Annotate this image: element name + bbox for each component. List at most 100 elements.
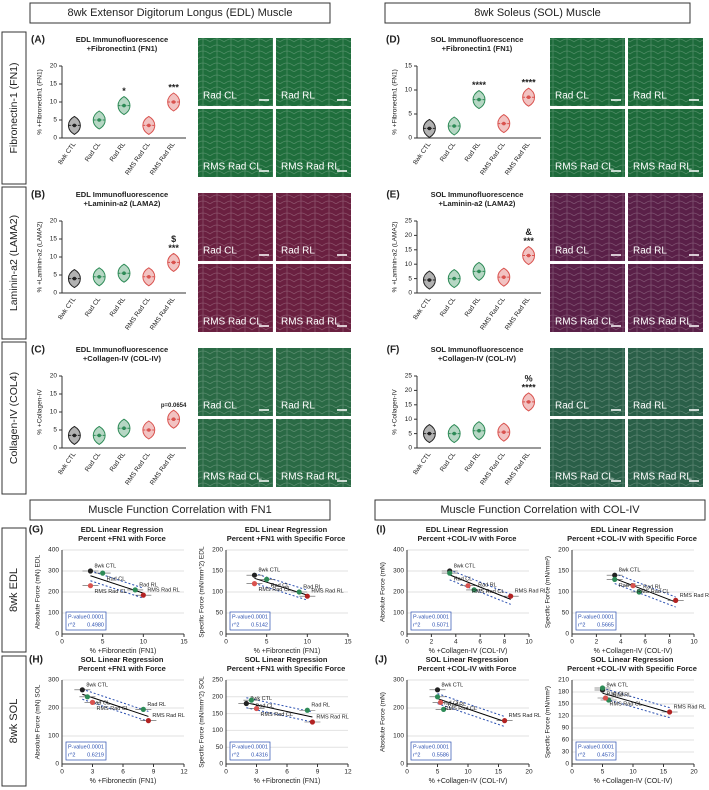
mean-point	[452, 124, 457, 128]
x-axis-label: % +Fibronectin (FN1)	[254, 778, 321, 785]
stats-value: 0.5142	[251, 622, 268, 628]
point-label: 8wk CTL	[250, 696, 272, 702]
x-tick-label: 6	[285, 769, 289, 776]
x-axis-label: % +Collagen-IV (COL-IV)	[594, 778, 673, 785]
mean-point	[147, 123, 151, 128]
x-axis-label: % +Fibronectin (FN1)	[254, 648, 321, 655]
point-label: Rad CL	[607, 691, 626, 697]
x-tick-label: 5	[101, 639, 105, 646]
x-tick-label: 10	[304, 639, 312, 646]
point	[447, 570, 453, 576]
micrograph-label: Rad RL	[633, 401, 667, 412]
x-tick-label: RMS Rad RL	[149, 141, 177, 177]
panel-label: (H)	[29, 655, 43, 666]
chart-title: EDL Linear Regression	[81, 525, 164, 534]
x-tick-label: 20	[690, 769, 698, 776]
micrograph-label: RMS Rad CL	[203, 317, 262, 328]
point-label: Rad RL	[478, 582, 497, 588]
stats-value: 0.4573	[597, 752, 614, 758]
regression-line	[82, 693, 149, 717]
chart-title: Percent +COL-IV with Force	[418, 664, 517, 673]
panel-label: (I)	[376, 525, 385, 536]
stats-value: 0.0001	[597, 614, 614, 620]
y-tick-label: 15	[50, 391, 58, 398]
x-tick-label: 2	[595, 639, 599, 646]
y-tick-label: 200	[558, 547, 569, 554]
micrograph-texture	[198, 348, 273, 416]
point	[612, 576, 618, 583]
stats-value: 0.0001	[87, 744, 104, 750]
point-label: 8wk CTL	[442, 682, 464, 688]
mean-point	[147, 428, 151, 432]
significance: ***	[168, 82, 179, 92]
x-tick-label: Rad CL	[84, 141, 103, 163]
panel-label: (D)	[386, 35, 400, 46]
x-tick-label: Rad CL	[84, 296, 103, 318]
confidence-band	[254, 572, 308, 591]
point	[434, 694, 441, 700]
significance: ***	[523, 236, 534, 246]
x-tick-label: 5	[265, 639, 269, 646]
x-tick-label: Rad CL	[84, 451, 103, 473]
mean-point	[97, 275, 101, 279]
y-tick-label: 150	[212, 710, 223, 717]
x-tick-label: 15	[344, 639, 352, 646]
x-tick-label: Rad RL	[464, 141, 483, 163]
chart-title: Percent +FN1 with Force	[78, 534, 166, 543]
mean-point	[477, 97, 481, 102]
point	[434, 687, 441, 693]
x-tick-label: 9	[316, 769, 320, 776]
y-tick-label: 0	[408, 445, 412, 452]
point	[89, 699, 96, 706]
row-label-box	[1, 655, 27, 787]
header: 8wk Soleus (SOL) Muscle	[474, 7, 601, 19]
mean-point	[427, 126, 432, 131]
significance: ****	[522, 78, 537, 88]
stats-value: 0.5665	[597, 622, 614, 628]
regression-line	[602, 692, 670, 714]
chart-title: EDL Linear Regression	[591, 525, 674, 534]
y-tick-label: 150	[558, 568, 569, 575]
stats-key: r^2	[68, 622, 75, 628]
y-tick-label: 100	[393, 733, 404, 740]
y-tick-label: 0	[55, 631, 59, 638]
chart-title: SOL Immunofluorescence	[431, 190, 524, 199]
y-axis-label: Specific Force (mN/mm^2) EDL	[199, 546, 206, 638]
y-tick-label: 25	[405, 218, 413, 225]
micrograph-texture	[550, 38, 625, 106]
mean-point	[97, 433, 101, 438]
x-tick-label: 9	[152, 769, 156, 776]
x-axis-label: % +Fibronectin (FN1)	[90, 648, 157, 655]
x-tick-label: 0	[570, 639, 574, 646]
point-label: Rad CL	[442, 700, 461, 706]
y-tick-label: 20	[50, 63, 58, 70]
confidence-band	[614, 583, 676, 608]
point	[248, 697, 255, 703]
y-tick-label: 50	[216, 744, 224, 751]
row-label: Fibronectin-1 (FN1)	[8, 62, 20, 153]
point	[673, 597, 679, 604]
row-label: 8wk SOL	[8, 699, 20, 744]
panel-label: (B)	[31, 190, 45, 201]
y-tick-label: 30	[562, 749, 570, 756]
y-tick-label: 25	[405, 373, 413, 380]
significance: &	[525, 227, 532, 237]
micrograph-label: Rad RL	[281, 246, 315, 257]
micrograph-texture	[550, 264, 625, 332]
x-tick-label: RMS Rad RL	[504, 451, 532, 487]
chart-title: +Collagen-IV (COL-IV)	[438, 354, 517, 363]
stats-box	[229, 741, 271, 761]
point-label: RMS Rad RL	[147, 588, 179, 594]
micrograph-label: Rad RL	[281, 401, 315, 412]
y-axis-label: % +Laminin-a2 (LAMA2)	[37, 222, 44, 293]
y-axis-label: Absolute Force (mN)	[380, 562, 387, 622]
significance: ***	[168, 243, 179, 253]
y-axis-label: % +Collagen-IV	[392, 389, 399, 435]
confidence-band	[246, 697, 313, 713]
micrograph-label: Rad CL	[203, 91, 237, 102]
x-tick-label: 5	[601, 769, 605, 776]
x-tick-label: Rad RL	[109, 296, 128, 318]
micrograph-texture	[628, 109, 703, 177]
confidence-band	[254, 582, 308, 601]
confidence-band	[90, 580, 144, 599]
